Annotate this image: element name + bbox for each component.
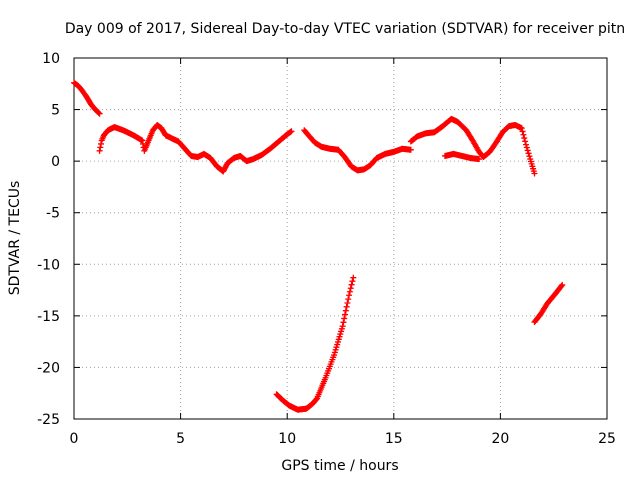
- data-point: [525, 150, 532, 157]
- data-point: [97, 144, 104, 151]
- y-tick-label: 0: [51, 154, 60, 170]
- y-tick-label: -5: [46, 206, 60, 222]
- x-tick-label: 5: [176, 431, 185, 447]
- data-point: [96, 147, 103, 154]
- data-point: [345, 296, 352, 303]
- plot-frame: [73, 57, 608, 420]
- x-tick-label: 10: [278, 431, 296, 447]
- data-point: [343, 303, 350, 310]
- data-point: [96, 110, 103, 117]
- x-axis-label: GPS time / hours: [281, 458, 398, 474]
- data-point: [531, 170, 538, 177]
- data-point: [559, 281, 566, 288]
- grid-lines: [74, 58, 607, 419]
- data-point: [526, 153, 533, 160]
- data-point: [288, 128, 295, 135]
- data-point: [520, 131, 527, 138]
- data-point: [340, 319, 347, 326]
- data-point: [558, 282, 565, 289]
- data-point: [339, 323, 346, 330]
- data-point: [407, 146, 414, 153]
- data-point: [342, 307, 349, 314]
- data-point: [139, 137, 146, 144]
- data-point: [521, 135, 528, 142]
- data-point: [350, 274, 357, 281]
- y-tick-label: -25: [37, 412, 60, 428]
- y-tick-label: 5: [51, 103, 60, 119]
- data-point: [523, 144, 530, 151]
- y-tick-label: -10: [37, 257, 60, 273]
- data-point: [518, 125, 525, 132]
- x-tick-label: 15: [385, 431, 403, 447]
- axis-ticks: 0 5 10 15 20 25 -25 -20 -15 -10 -5 0 5 10: [37, 51, 616, 447]
- data-point: [98, 140, 105, 147]
- data-point: [524, 147, 531, 154]
- data-point: [522, 138, 529, 145]
- data-point: [346, 292, 353, 299]
- y-tick-label: 10: [42, 51, 60, 67]
- y-tick-label: -15: [37, 309, 60, 325]
- data-point: [476, 156, 483, 163]
- data-point: [348, 281, 355, 288]
- x-tick-label: 0: [70, 431, 79, 447]
- data-point: [342, 311, 349, 318]
- data-point: [522, 141, 529, 148]
- data-point: [347, 285, 354, 292]
- y-tick-label: -20: [37, 360, 60, 376]
- x-tick-label: 20: [491, 431, 509, 447]
- data-point: [95, 109, 102, 116]
- x-tick-label: 25: [598, 431, 616, 447]
- data-point: [519, 128, 526, 135]
- data-point: [349, 278, 356, 285]
- data-point: [346, 288, 353, 295]
- chart-title: Day 009 of 2017, Sidereal Day-to-day VTE…: [65, 21, 625, 37]
- data-point: [344, 299, 351, 306]
- y-axis-label: SDTVAR / TECUs: [7, 181, 23, 296]
- data-marks: [71, 79, 566, 413]
- data-point: [341, 315, 348, 322]
